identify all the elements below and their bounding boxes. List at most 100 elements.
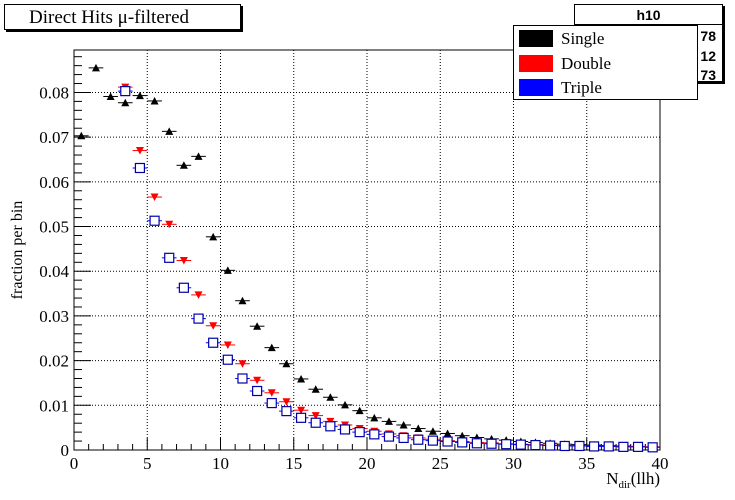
data-point-triple	[281, 406, 292, 417]
data-point-triple	[325, 421, 336, 432]
x-tick-label: 5	[143, 454, 152, 473]
legend-label-single: Single	[561, 29, 605, 48]
y-tick-label: 0.03	[39, 307, 69, 326]
data-point-single	[91, 63, 100, 72]
data-point-single	[194, 152, 203, 160]
data-point-single	[150, 96, 159, 105]
y-tick-label: 0.01	[39, 396, 69, 415]
y-tick-label: 0.05	[39, 218, 69, 237]
x-tick-label: 35	[578, 454, 595, 473]
data-point-single	[384, 417, 393, 425]
y-axis-label: fraction per bin	[9, 201, 26, 300]
data-point-single	[443, 429, 452, 437]
axis-tick-labels: 0 5 10 15 20 25 30 35 40 0 0.01 0.02 0.03 0.04 0.05 0.0…	[39, 83, 668, 473]
data-point-double	[223, 341, 232, 349]
data-point-triple	[149, 215, 160, 226]
data-point-double	[209, 322, 218, 330]
data-point-single	[297, 374, 306, 383]
data-point-single	[355, 406, 364, 415]
axis-ticks	[73, 56, 661, 451]
x-tick-label: 25	[432, 454, 449, 473]
data-point-single	[121, 98, 130, 107]
y-tick-label: 0.08	[39, 83, 69, 102]
data-point-single	[238, 296, 247, 305]
data-point-triple	[383, 431, 395, 442]
data-point-double	[135, 147, 144, 155]
data-point-triple	[559, 440, 570, 452]
data-point-single	[209, 232, 218, 241]
data-point-triple	[193, 313, 204, 324]
data-point-triple	[647, 442, 658, 453]
data-point-triple	[237, 373, 248, 384]
x-axis-label-main: N	[606, 469, 618, 488]
data-point-triple	[178, 282, 189, 293]
data-point-triple	[134, 162, 146, 174]
stats-value-2: 12	[700, 48, 716, 64]
data-point-triple	[588, 441, 600, 452]
data-point-triple	[471, 438, 482, 449]
data-point-triple	[442, 436, 453, 447]
data-point-single	[282, 359, 291, 368]
data-point-single	[370, 413, 379, 422]
data-point-double	[282, 398, 291, 406]
y-tick-label: 0.07	[39, 128, 69, 147]
chart-title: Direct Hits μ-filtered	[29, 7, 190, 28]
x-axis-label-subscript: dir	[618, 479, 631, 491]
data-point-triple	[632, 441, 644, 452]
data-point-single	[341, 400, 350, 409]
data-point-single	[267, 343, 276, 352]
legend-swatch-double	[519, 55, 553, 72]
data-point-triple	[398, 432, 409, 444]
data-point-triple	[486, 438, 497, 449]
grid-lines	[74, 50, 660, 450]
data-point-double	[238, 360, 247, 368]
legend-label-triple: Triple	[561, 78, 602, 97]
data-point-single	[399, 420, 408, 429]
data-point-single	[77, 131, 86, 140]
data-point-triple	[222, 354, 233, 365]
legend: Single Double Triple	[513, 25, 698, 100]
data-point-double	[311, 412, 320, 420]
x-tick-label: 10	[212, 454, 229, 473]
data-point-triple	[574, 440, 585, 452]
data-point-single	[428, 427, 437, 435]
legend-label-double: Double	[561, 54, 612, 73]
data-point-triple	[354, 427, 365, 438]
x-axis-label: Ndir(llh)	[606, 469, 660, 491]
data-point-double	[297, 406, 306, 415]
data-point-single	[165, 127, 174, 135]
data-point-triple	[310, 417, 321, 428]
data-point-single	[311, 385, 320, 393]
x-tick-label: 20	[359, 454, 376, 473]
x-tick-label: 40	[652, 454, 669, 473]
data-point-triple	[339, 424, 351, 435]
stats-histogram-name: h10	[575, 5, 722, 25]
data-point-single	[253, 322, 262, 330]
data-point-double	[253, 376, 262, 385]
data-point-triple	[515, 439, 526, 450]
data-point-triple	[252, 385, 263, 397]
y-tick-label: 0.06	[39, 173, 69, 192]
data-point-double	[150, 193, 159, 202]
x-tick-label: 30	[505, 454, 522, 473]
data-point-double	[179, 257, 188, 265]
data-point-triple	[266, 397, 277, 409]
stats-value-3: 73	[700, 67, 716, 83]
data-point-single	[223, 266, 232, 274]
x-axis-label-tail: (llh)	[631, 469, 660, 488]
data-point-single	[326, 393, 335, 401]
chart-title-box: Direct Hits μ-filtered	[4, 4, 241, 30]
legend-swatch-triple	[519, 79, 553, 96]
data-point-double	[267, 389, 276, 397]
y-tick-label: 0	[61, 441, 70, 460]
series-triple	[117, 86, 660, 453]
data-point-triple	[603, 441, 614, 452]
data-point-single	[106, 92, 115, 100]
x-tick-label: 0	[70, 454, 79, 473]
data-point-triple	[530, 439, 541, 451]
y-tick-label: 0.04	[39, 262, 69, 281]
data-marks	[74, 63, 660, 453]
data-point-triple	[295, 412, 307, 423]
stats-value-1: 78	[700, 28, 716, 44]
x-tick-label: 15	[285, 454, 302, 473]
